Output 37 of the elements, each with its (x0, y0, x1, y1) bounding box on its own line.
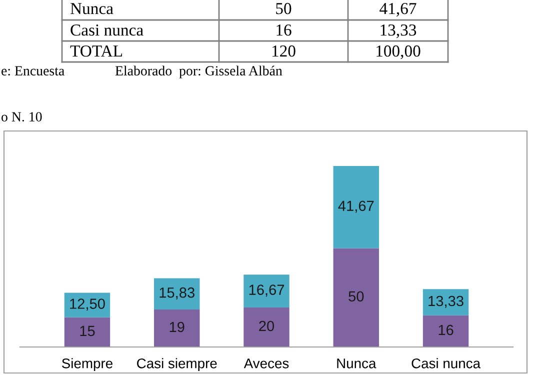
text: Casi nunca (70, 24, 144, 36)
bar (64, 292, 110, 318)
text: TOTAL (70, 45, 122, 57)
data-label: 41,67 (338, 200, 374, 213)
data-label: 16 (438, 324, 454, 336)
data-label: 15,83 (160, 287, 194, 300)
text: 13,33 (380, 24, 416, 38)
bar (154, 309, 200, 347)
x-tick-label: Casi siempre (137, 358, 217, 372)
bar (154, 278, 200, 310)
bar (244, 308, 290, 347)
text: 100,00 (376, 45, 420, 60)
text: Elaborado por: Gissela Albán (115, 66, 282, 78)
data-label: 20 (259, 320, 274, 332)
data-label: 12,50 (70, 298, 105, 311)
data-label: 16,67 (249, 284, 284, 297)
data-label: 13,33 (428, 296, 464, 308)
text: 50 (276, 2, 292, 14)
x-tick-label: Siempre (62, 358, 112, 372)
text: o N. 10 (2, 112, 42, 122)
x-tick-label: Casi nunca (412, 358, 481, 368)
data-label: 19 (170, 322, 184, 332)
bar (333, 248, 379, 347)
data-label: 15 (80, 326, 95, 336)
bar (422, 289, 469, 316)
x-tick-label: Aveces (244, 358, 289, 368)
text: 120 (272, 45, 296, 57)
data-label: 50 (348, 291, 364, 302)
bar (333, 166, 379, 248)
text: 41,67 (380, 2, 416, 17)
bar (64, 317, 110, 347)
text: 16 (276, 24, 292, 36)
bar (422, 315, 469, 347)
bar (244, 274, 290, 308)
text: e: Encuesta (2, 66, 64, 76)
text: Nunca (70, 3, 114, 14)
x-tick-label: Nunca (337, 358, 376, 368)
